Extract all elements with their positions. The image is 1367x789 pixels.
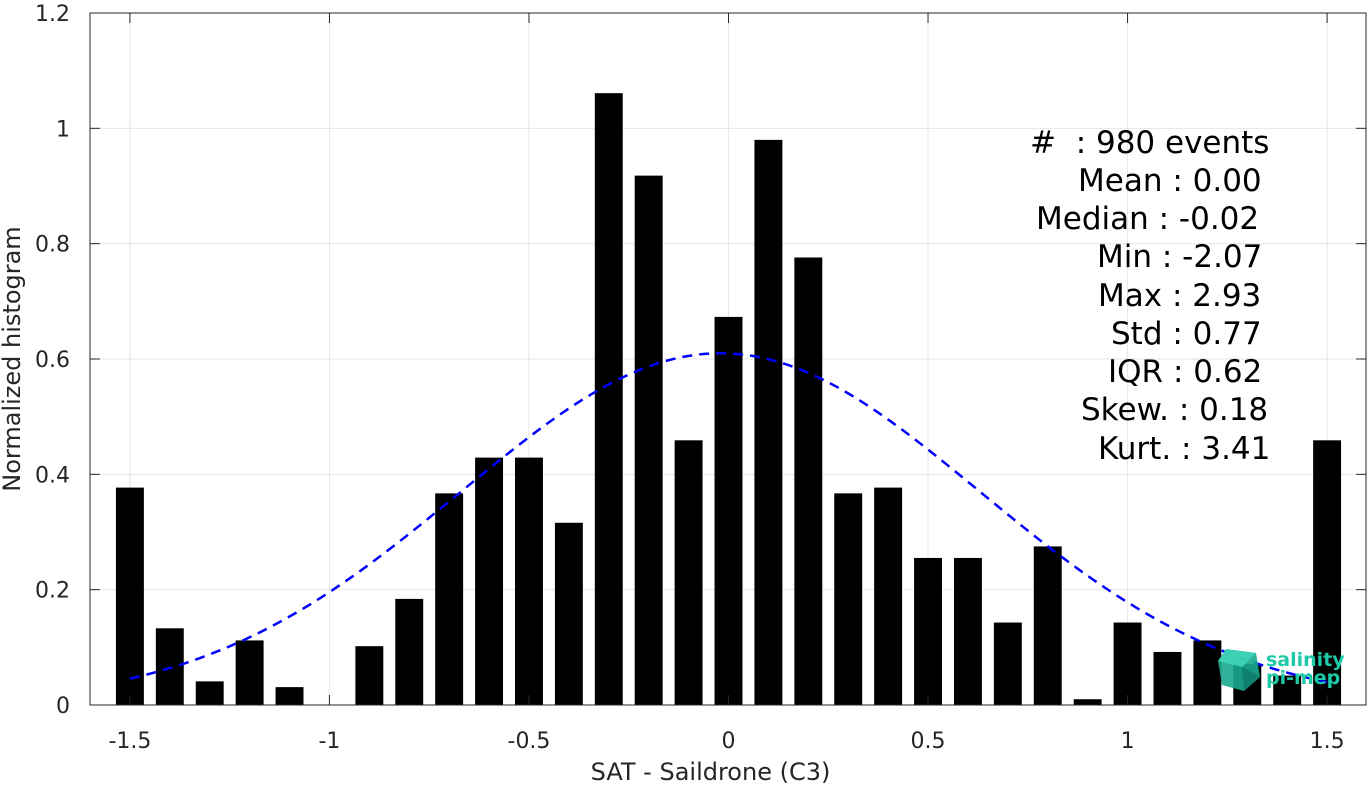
histogram-bar [834, 493, 863, 705]
x-tick-label: -0.5 [508, 729, 551, 754]
stat-mean-value: : 0.00 [1172, 163, 1262, 199]
stat-min-value: : -2.07 [1161, 239, 1263, 275]
stat-count-value: : 980 events [1075, 125, 1270, 161]
y-tick-label: 0.8 [35, 233, 70, 258]
stat-kurt: Kurt. : 3.41 [1098, 430, 1270, 468]
histogram-bar [754, 139, 783, 705]
stat-max-value: : 2.93 [1171, 278, 1262, 314]
stat-min: Min : -2.07 [1097, 238, 1262, 276]
y-tick-label: 0.2 [35, 579, 70, 604]
logo-text-salinity: salinity [1266, 649, 1345, 671]
y-tick-label: 0.6 [35, 348, 70, 373]
histogram-bar [1113, 622, 1142, 705]
histogram-bar [1273, 675, 1302, 705]
histogram-bar [235, 640, 264, 705]
stat-max: Max : 2.93 [1098, 277, 1261, 315]
histogram-bar [554, 522, 583, 705]
stats-panel: # : 980 events Mean : 0.00 Median : -0.0… [0, 124, 1270, 506]
histogram-bar [874, 487, 903, 705]
histogram-bar [714, 316, 743, 705]
logo-text-pimep: pi-mep [1266, 667, 1341, 689]
y-tick-label: 1.2 [35, 2, 70, 27]
x-tick-label: 1 [1121, 729, 1135, 754]
stat-iqr-label: IQR [1108, 354, 1173, 390]
stat-std: Std : 0.77 [1111, 315, 1262, 353]
histogram-bar [1073, 699, 1102, 705]
histogram-bar [1153, 651, 1182, 705]
stat-skew: Skew. : 0.18 [1081, 391, 1268, 429]
stat-median: Median : -0.02 [1036, 200, 1259, 238]
x-tick-label: 0.5 [911, 729, 946, 754]
histogram-bar [1193, 640, 1222, 705]
histogram-bar [634, 175, 663, 705]
stat-median-value: : -0.02 [1158, 201, 1260, 237]
stat-kurt-label: Kurt. [1098, 431, 1182, 467]
histogram-bar [435, 493, 464, 705]
histogram-bar [1033, 546, 1062, 705]
histogram-bar [395, 598, 424, 705]
salinity-pimep-logo: salinity pi-mep [1218, 647, 1348, 693]
stat-count-label: # [1030, 125, 1076, 161]
histogram-bar [1313, 440, 1342, 705]
stat-max-label: Max [1098, 278, 1172, 314]
stat-std-label: Std [1111, 316, 1173, 352]
histogram-bar [794, 257, 823, 705]
stat-min-label: Min [1097, 239, 1162, 275]
stat-skew-label: Skew. [1081, 392, 1179, 428]
histogram-bar [953, 557, 982, 705]
y-axis-label: Normalized histogram [0, 226, 26, 491]
x-tick-label: -1.5 [108, 729, 151, 754]
x-axis-label: SAT - Saildrone (C3) [591, 758, 831, 785]
histogram-bar [993, 622, 1022, 705]
y-tick-label: 1 [56, 117, 70, 142]
histogram-bar [594, 93, 623, 705]
stat-kurt-value: : 3.41 [1181, 431, 1271, 467]
logo-cube-icon [1218, 649, 1260, 691]
histogram-bar [355, 646, 384, 705]
stat-count: # : 980 events [1030, 124, 1269, 162]
histogram-bar [515, 457, 543, 705]
stat-mean: Mean : 0.00 [1078, 162, 1262, 200]
stat-std-value: : 0.77 [1172, 316, 1262, 352]
x-tick-label: -1 [318, 729, 340, 754]
histogram-bar [475, 457, 504, 705]
histogram-bar [674, 440, 703, 705]
y-tick-label: 0 [56, 694, 70, 719]
stat-iqr-value: : 0.62 [1172, 354, 1263, 390]
x-tick-label: 0 [722, 729, 736, 754]
stat-mean-label: Mean [1078, 163, 1173, 199]
x-tick-label: 1.5 [1310, 729, 1345, 754]
histogram-bar [115, 487, 144, 705]
histogram-bar [275, 687, 304, 705]
histogram-bar [195, 681, 224, 705]
histogram-bar [914, 557, 942, 705]
stat-iqr: IQR : 0.62 [1108, 353, 1262, 391]
y-tick-label: 0.4 [35, 463, 70, 488]
stat-skew-value: : 0.18 [1178, 392, 1269, 428]
histogram-bar [155, 628, 184, 705]
stat-median-label: Median [1036, 201, 1159, 237]
